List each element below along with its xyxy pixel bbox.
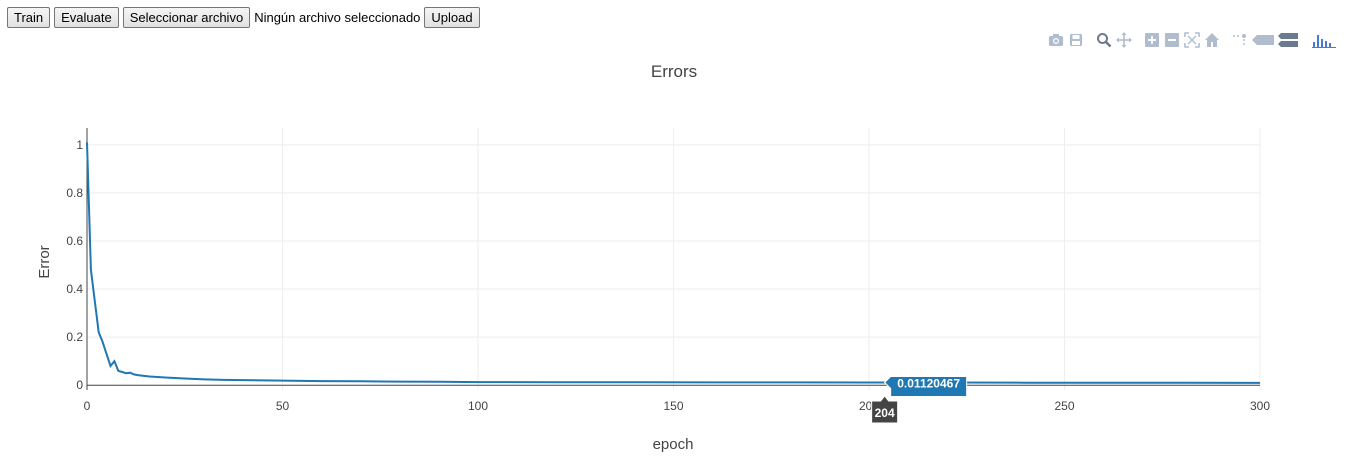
hover-x-label: 204 [875, 406, 895, 420]
x-tick-label: 0 [84, 399, 91, 413]
select-file-button[interactable]: Seleccionar archivo [122, 6, 251, 28]
y-tick-label: 0.4 [66, 282, 83, 296]
spike-lines-icon[interactable] [1230, 30, 1250, 50]
x-tick-label: 300 [1250, 399, 1270, 413]
y-axis-title: Error [36, 245, 53, 278]
y-tick-label: 1 [76, 138, 83, 152]
hover-value-box [883, 375, 968, 397]
hover-closest-icon[interactable] [1250, 30, 1276, 50]
chart-grid [87, 128, 1261, 390]
evaluate-button[interactable]: Evaluate [54, 6, 119, 28]
y-tick-label: 0.6 [66, 234, 83, 248]
hover-tooltip: 0.01120467 204 [871, 375, 968, 424]
hover-x-box [871, 395, 899, 424]
hover-value-label: 0.01120467 [897, 376, 960, 390]
camera-icon[interactable] [1046, 30, 1066, 50]
x-tick-label: 150 [663, 399, 683, 413]
autoscale-icon[interactable] [1182, 30, 1202, 50]
zoom-icon[interactable] [1094, 30, 1114, 50]
hover-compare-icon[interactable] [1276, 30, 1302, 50]
x-tick-label: 100 [468, 399, 488, 413]
train-button[interactable]: Train [7, 6, 51, 28]
x-axis-title: epoch [653, 436, 694, 453]
y-tick-label: 0.8 [66, 186, 83, 200]
reset-axes-icon[interactable] [1202, 30, 1222, 50]
x-tick-label: 250 [1054, 399, 1074, 413]
zoom-out-icon[interactable] [1162, 30, 1182, 50]
y-tick-label: 0.2 [66, 330, 83, 344]
controls-bar: Train Evaluate Seleccionar archivo Ningú… [7, 6, 480, 28]
plotly-logo-icon[interactable] [1310, 30, 1338, 50]
series-line-errors [86, 142, 1261, 384]
y-tick-label: 0 [76, 378, 83, 392]
file-status-text: Ningún archivo seleccionado [254, 9, 421, 25]
save-icon[interactable] [1066, 30, 1086, 50]
upload-button[interactable]: Upload [424, 6, 480, 28]
zoom-in-icon[interactable] [1142, 30, 1162, 50]
chart-title: Errors [651, 62, 697, 81]
x-tick-label: 50 [276, 399, 290, 413]
chart-modebar [1046, 30, 1338, 50]
pan-icon[interactable] [1114, 30, 1134, 50]
